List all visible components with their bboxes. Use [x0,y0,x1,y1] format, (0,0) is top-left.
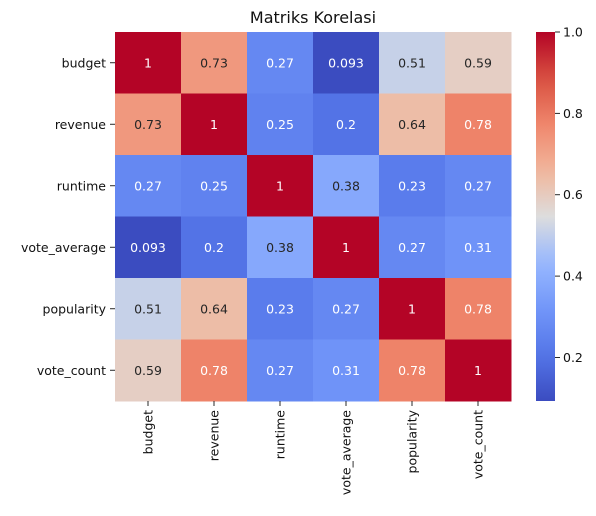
cell-value-label: 0.31 [332,363,360,378]
cell-value-label: 0.25 [266,117,294,132]
x-tick-label-runtime: runtime [273,410,288,460]
y-tick-label-vote_count: vote_count [37,363,106,378]
cell-value-label: 0.23 [398,178,426,193]
y-axis: budget revenue runtime vote_average populari… [21,55,115,378]
heatmap-cells [115,32,512,402]
cell-value-label: 0.78 [464,117,492,132]
cell-value-label: 0.64 [200,301,228,316]
cell-value-label: 0.2 [336,117,356,132]
cell-value-label: 0.27 [134,178,162,193]
x-tick-label-popularity: popularity [405,409,420,473]
colorbar-tick-label: 0.8 [563,106,583,121]
cell-value-label: 0.78 [464,301,492,316]
cell-value-label: 0.51 [398,55,426,70]
cell-value-label: 0.27 [464,178,492,193]
cell-value-label: 0.38 [266,240,294,255]
cell-value-label: 0.093 [328,55,364,70]
y-tick-label-revenue: revenue [55,117,106,132]
cell-value-label: 0.51 [134,301,162,316]
cell-value-label: 0.23 [266,301,294,316]
y-tick-label-vote_average: vote_average [21,240,106,255]
y-tick-label-popularity: popularity [43,301,107,316]
colorbar: 0.2 0.4 0.6 0.8 1.0 [536,25,583,402]
colorbar-gradient [536,32,555,401]
cell-value-label: 0.27 [332,301,360,316]
x-tick-label-revenue: revenue [207,410,222,461]
cell-value-label: 0.31 [464,240,492,255]
colorbar-tick-label: 1.0 [563,25,583,40]
cell-value-label: 0.27 [266,363,294,378]
colorbar-tick-label: 0.4 [563,269,583,284]
cell-value-label: 0.78 [398,363,426,378]
cell-value-label: 0.38 [332,178,360,193]
cell-value-label: 0.73 [134,117,162,132]
y-tick-label-budget: budget [62,55,106,70]
x-tick-label-vote_average: vote_average [339,410,354,495]
cell-value-label: 0.73 [200,55,228,70]
cell-value-label: 0.59 [464,55,492,70]
y-tick-label-runtime: runtime [57,178,107,193]
cell-value-label: 1 [144,55,152,70]
x-tick-label-budget: budget [141,410,156,454]
cell-value-label: 1 [342,240,350,255]
x-tick-label-vote_count: vote_count [471,410,486,479]
cell-value-label: 1 [276,178,284,193]
colorbar-tick-label: 0.6 [563,187,583,202]
cell-value-label: 0.27 [398,240,426,255]
cell-value-label: 1 [474,363,482,378]
cell-value-label: 0.093 [130,240,166,255]
cell-value-label: 0.64 [398,117,426,132]
cell-value-label: 0.2 [204,240,224,255]
cell-value-label: 1 [408,301,416,316]
colorbar-tick-label: 0.2 [563,350,583,365]
cell-value-label: 0.27 [266,55,294,70]
chart-title: Matriks Korelasi [250,8,376,27]
cell-value-label: 0.25 [200,178,228,193]
x-axis: budget revenue runtime vote_average populari… [141,401,486,495]
cell-value-label: 1 [210,117,218,132]
cell-value-label: 0.59 [134,363,162,378]
cell-value-label: 0.78 [200,363,228,378]
